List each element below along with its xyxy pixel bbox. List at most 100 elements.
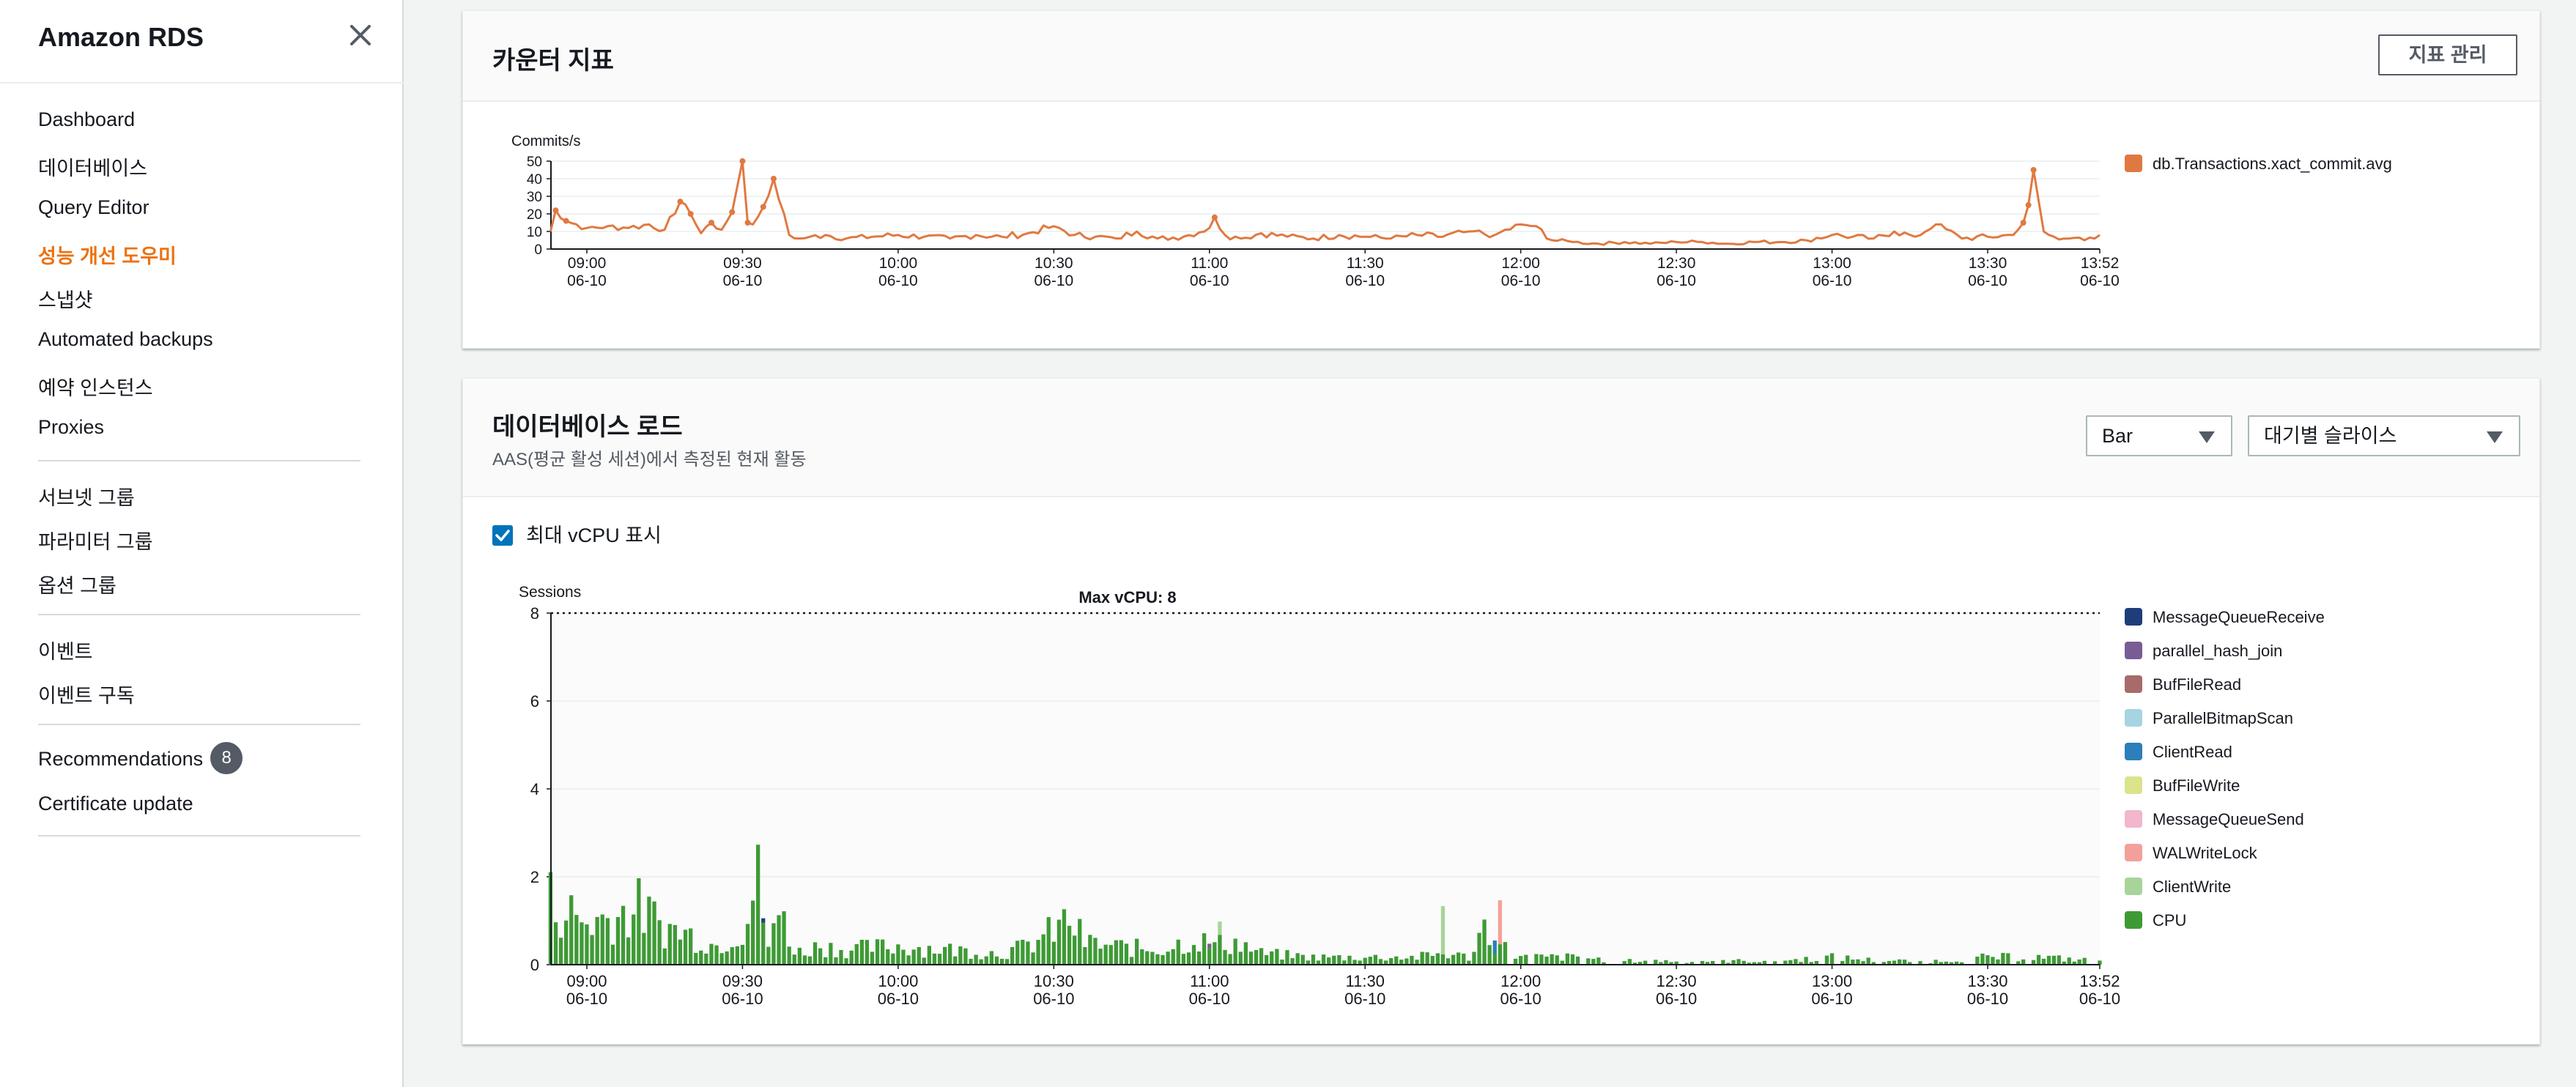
show-max-vcpu-checkbox[interactable] — [492, 524, 513, 546]
cpu-bar — [1248, 951, 1254, 965]
legend-label: WALWriteLock — [2153, 844, 2257, 862]
sidebar-item-databases[interactable]: 데이터베이스 — [38, 157, 148, 179]
sidebar-item-reserved-instances[interactable]: 예약 인스턴스 — [38, 377, 153, 399]
cpu-bar — [632, 914, 636, 965]
commit-legend-item[interactable]: db.Transactions.xact_commit.avg — [2125, 155, 2392, 174]
slice-by-select[interactable]: 대기별 슬라이스 — [2248, 415, 2520, 456]
wait-bar-clientwrite — [1218, 921, 1222, 935]
legend-item[interactable]: CPU — [2125, 911, 2186, 930]
cpu-bar — [807, 956, 813, 965]
x-tick-label: 13:00 — [1812, 972, 1852, 990]
cpu-bar — [766, 946, 771, 965]
x-tick-label: 10:30 — [1035, 255, 1073, 272]
commit-data-point — [770, 176, 777, 182]
x-tick-label: 09:30 — [722, 972, 763, 990]
sidebar-item-option-groups[interactable]: 옵션 그룹 — [38, 575, 116, 597]
sidebar-item-dashboard[interactable]: Dashboard — [38, 108, 136, 130]
cpu-bar — [2031, 960, 2036, 965]
cpu-bar — [1378, 959, 1383, 965]
legend-swatch — [2125, 776, 2142, 795]
cpu-bar — [1218, 935, 1222, 965]
cpu-bar — [1062, 909, 1067, 965]
cpu-bar — [1098, 949, 1103, 965]
x-tick-date: 06-10 — [1189, 990, 1230, 1008]
x-tick-label: 11:00 — [1190, 972, 1229, 990]
cpu-bar — [1747, 962, 1751, 965]
chart-type-select[interactable]: Bar — [2086, 415, 2232, 456]
cpu-bar — [1575, 956, 1580, 965]
cpu-bar — [1186, 952, 1191, 965]
cpu-bar — [953, 956, 958, 965]
x-tick-date: 06-10 — [1345, 272, 1385, 289]
x-tick-date: 06-10 — [1033, 990, 1074, 1008]
x-tick-date: 06-10 — [1967, 990, 2008, 1008]
cpu-bar — [1114, 940, 1118, 965]
manage-metrics-button[interactable]: 지표 관리 — [2378, 34, 2517, 75]
cpu-bar — [569, 895, 574, 965]
commits-line-chart: Commits/s0102030405009:0006-1009:3006-10… — [511, 133, 2120, 289]
cpu-bar — [2006, 953, 2010, 965]
sidebar-item-query-editor[interactable]: Query Editor — [38, 196, 149, 218]
cpu-bar — [989, 951, 993, 965]
cpu-bar — [1051, 941, 1056, 965]
cpu-bar — [1944, 961, 1948, 965]
cpu-bar — [1440, 954, 1446, 965]
cpu-bar — [1908, 962, 1912, 965]
cpu-bar — [662, 948, 667, 965]
cpu-bar — [1373, 954, 1377, 965]
cpu-bar — [1643, 960, 1648, 965]
sidebar-item-certificate-update[interactable]: Certificate update — [38, 793, 193, 815]
cpu-bar — [1223, 949, 1227, 965]
x-tick-date: 06-10 — [1811, 990, 1852, 1008]
x-tick-label: 12:30 — [1657, 255, 1696, 272]
cpu-bar — [1285, 950, 1289, 965]
sidebar-item-recommendations[interactable]: Recommendations 8 — [38, 742, 243, 776]
sidebar-item-parameter-groups[interactable]: 파라미터 그룹 — [38, 531, 153, 553]
sidebar-item-events[interactable]: 이벤트 — [38, 641, 93, 663]
cpu-bar — [771, 923, 776, 965]
cpu-bar — [1711, 961, 1715, 965]
sidebar-item-proxies[interactable]: Proxies — [38, 416, 105, 438]
legend-item[interactable]: ClientRead — [2125, 743, 2232, 762]
sidebar-item-subnet-groups[interactable]: 서브넷 그룹 — [38, 487, 135, 509]
legend-item[interactable]: BufFileWrite — [2125, 776, 2240, 795]
cpu-bar — [605, 918, 610, 965]
cpu-bar — [1783, 960, 1788, 965]
cpu-bar — [1794, 959, 1798, 965]
close-icon[interactable] — [346, 21, 375, 50]
cpu-bar — [1472, 951, 1476, 965]
cpu-bar — [1166, 951, 1170, 965]
commit-data-point — [677, 199, 684, 205]
sidebar-item-snapshots[interactable]: 스냅샷 — [38, 289, 93, 311]
cpu-bar — [667, 924, 672, 965]
legend-item[interactable]: parallel_hash_join — [2125, 642, 2282, 661]
cpu-bar — [844, 958, 848, 965]
legend-item[interactable]: MessageQueueReceive — [2125, 608, 2325, 627]
cpu-bar — [1383, 960, 1388, 965]
cpu-bar — [756, 845, 760, 965]
legend-item[interactable]: ClientWrite — [2125, 878, 2231, 897]
slice-by-value: 대기별 슬라이스 — [2264, 425, 2397, 447]
legend-item[interactable]: MessageQueueSend — [2125, 810, 2304, 829]
cpu-bar — [865, 940, 869, 965]
sidebar-item-automated-backups[interactable]: Automated backups — [38, 328, 213, 350]
cpu-bar — [1259, 948, 1264, 965]
cpu-bar — [1726, 962, 1731, 965]
x-tick-label: 11:00 — [1191, 255, 1228, 272]
legend-item[interactable]: ParallelBitmapScan — [2125, 709, 2293, 728]
cpu-bar — [694, 952, 698, 965]
cpu-bar — [854, 943, 859, 965]
sidebar-item-event-subscriptions[interactable]: 이벤트 구독 — [38, 685, 135, 707]
legend-item[interactable]: WALWriteLock — [2125, 844, 2257, 863]
cpu-bar — [1742, 960, 1746, 965]
legend-item[interactable]: BufFileRead — [2125, 675, 2241, 694]
cpu-bar — [2077, 959, 2081, 965]
cpu-bar — [673, 924, 677, 965]
x-tick-date: 06-10 — [1657, 272, 1696, 289]
cpu-bar — [600, 914, 604, 965]
legend-label: CPU — [2153, 911, 2187, 930]
cpu-bar — [678, 939, 683, 965]
cpu-bar — [1300, 954, 1305, 965]
sidebar-item-performance-insights[interactable]: 성능 개선 도우미 — [38, 245, 177, 267]
